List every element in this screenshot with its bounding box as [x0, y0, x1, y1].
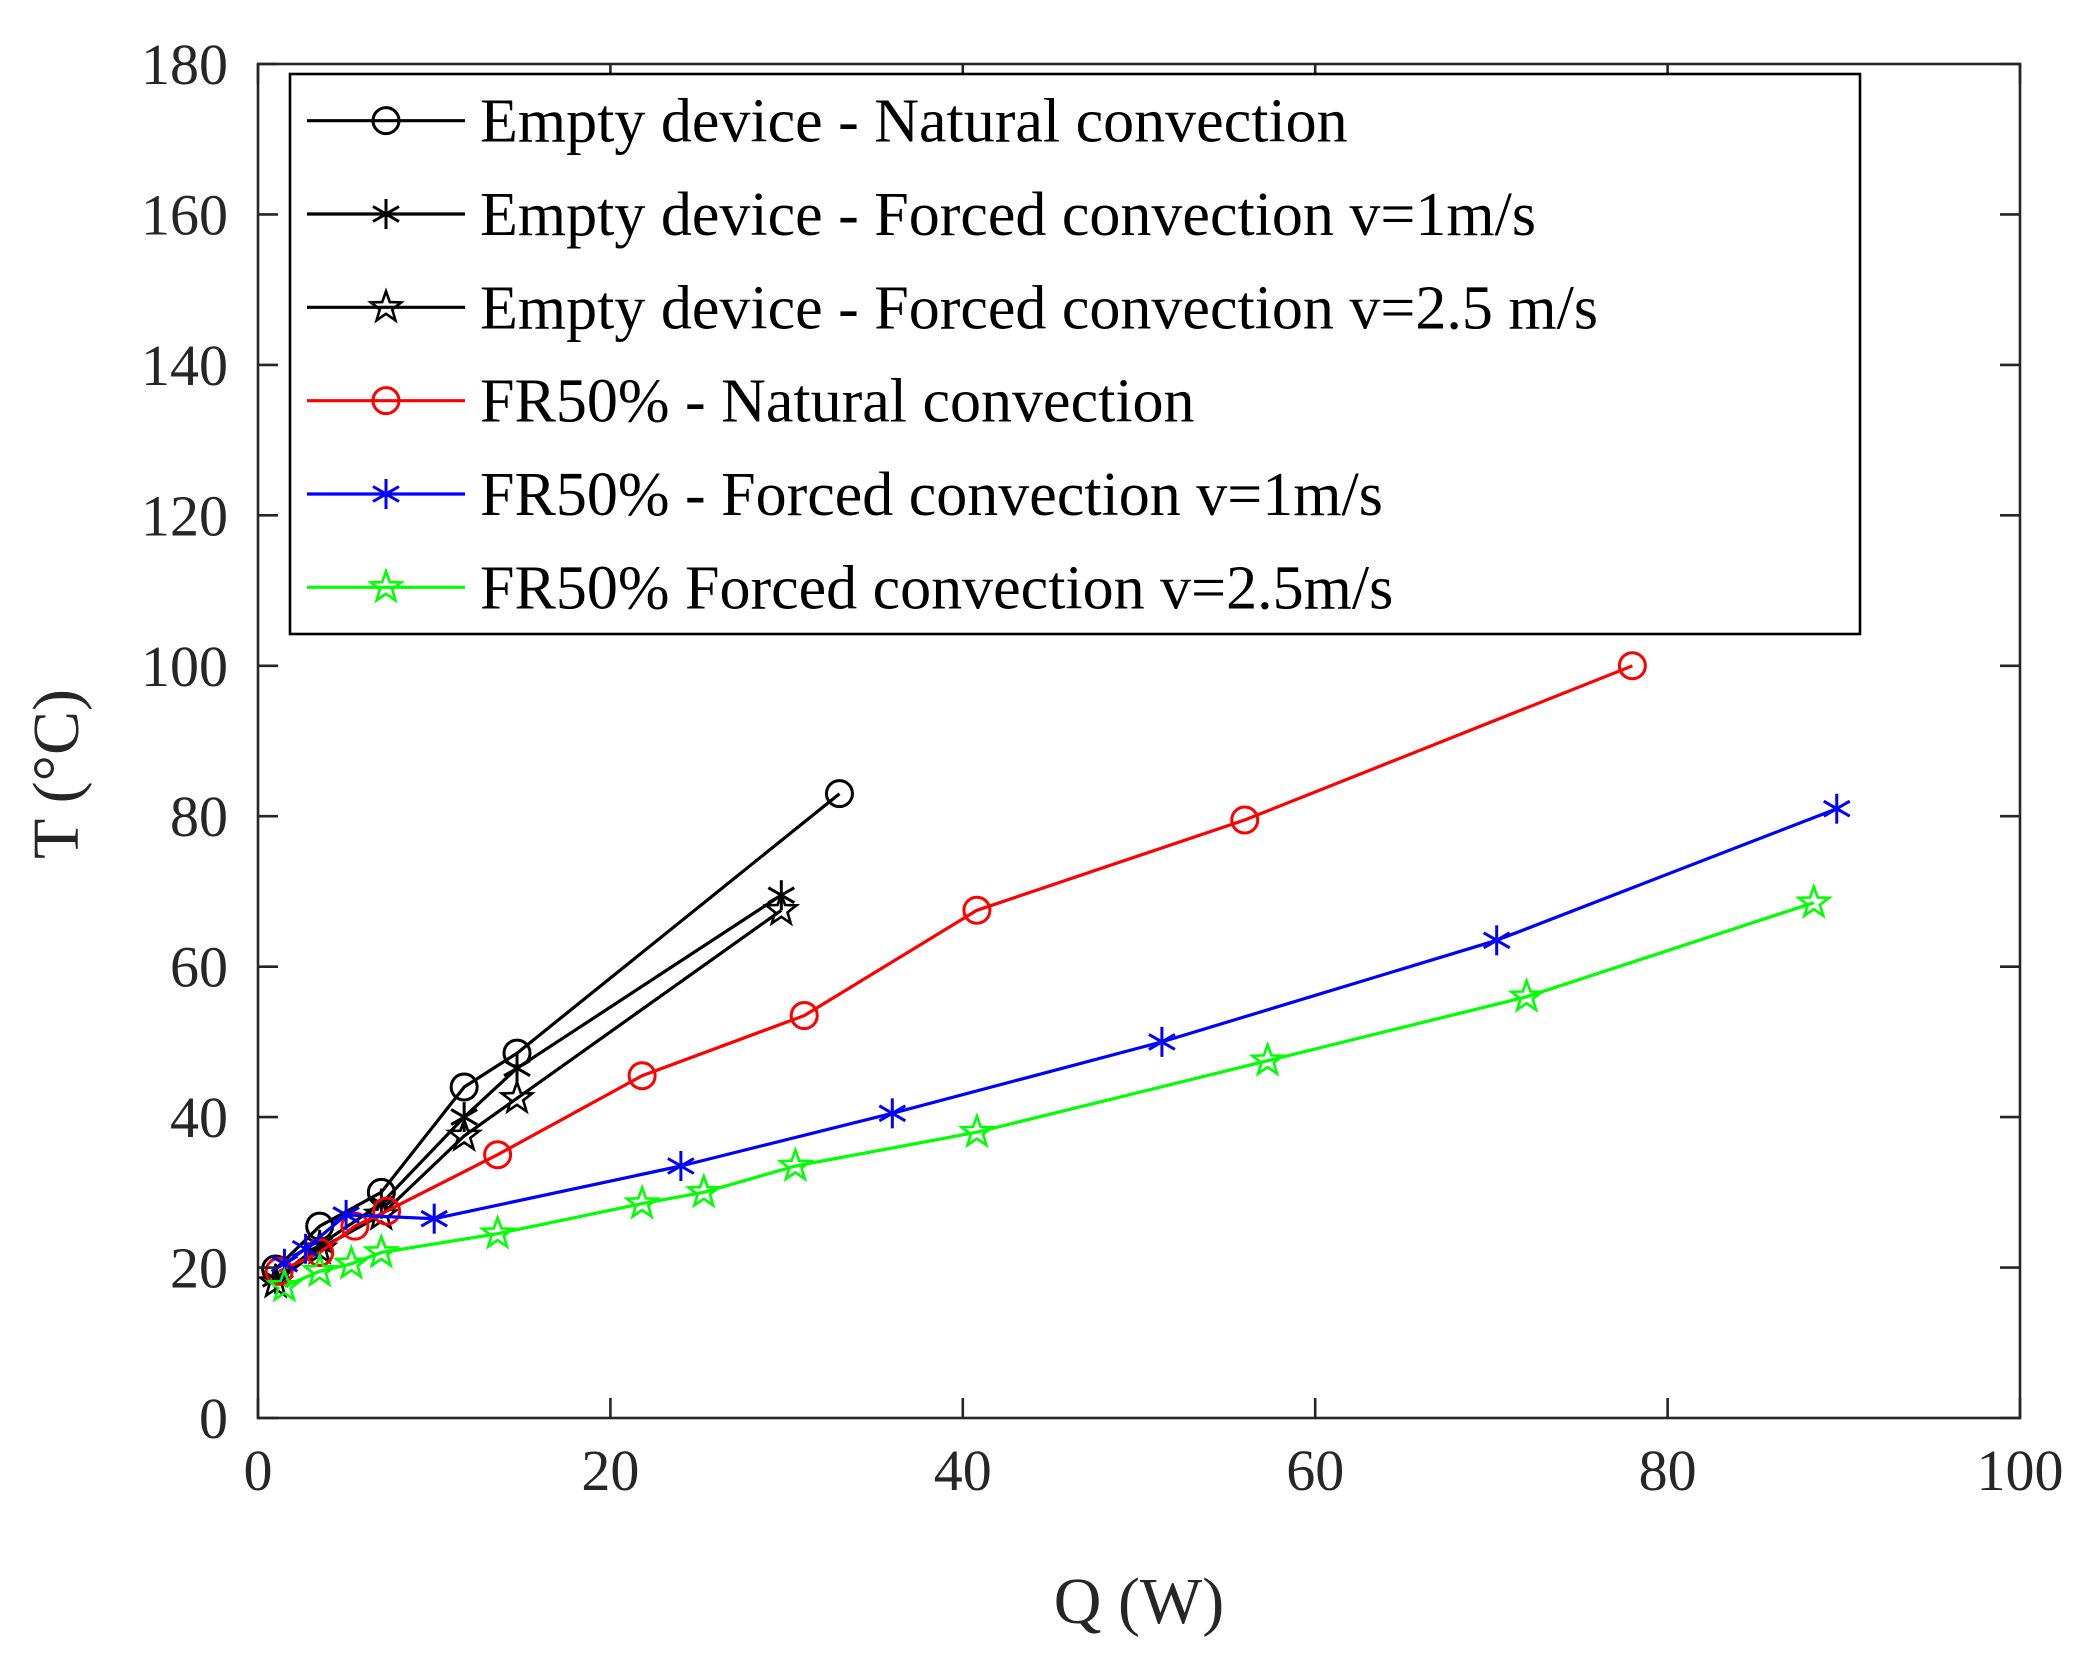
data-point-asterisk — [1482, 925, 1511, 956]
data-point-star — [1248, 1040, 1287, 1077]
data-point-asterisk — [667, 1151, 695, 1182]
series-4 — [264, 651, 1647, 1286]
y-tick-label: 120 — [141, 483, 228, 548]
legend-label: Empty device - Forced convection v=1m/s — [480, 181, 1536, 249]
data-point-circle — [483, 1140, 513, 1170]
series-6 — [265, 882, 1833, 1303]
data-point-star — [623, 1183, 662, 1220]
legend-marker-circle — [371, 386, 401, 416]
legend-marker-star — [367, 567, 405, 604]
legend-entry-4: FR50% - Natural convection — [307, 368, 1195, 436]
y-tick-label: 80 — [170, 784, 228, 849]
data-point-star — [958, 1112, 996, 1149]
series-5 — [270, 793, 1851, 1279]
axes-layer — [256, 62, 2022, 1420]
y-tick-label: 100 — [141, 634, 228, 699]
y-tick-label: 60 — [170, 935, 228, 1000]
y-axis-title: T (°C) — [20, 689, 93, 859]
x-tick-label: 60 — [1286, 1438, 1344, 1503]
data-point-circle — [789, 1001, 819, 1031]
data-point-star — [1507, 976, 1546, 1013]
data-point-star — [1794, 882, 1833, 919]
x-tick-label: 40 — [934, 1438, 992, 1503]
data-point-star — [776, 1146, 815, 1183]
data-point-asterisk — [503, 1053, 531, 1084]
y-tick-label: 160 — [141, 182, 228, 247]
legend-label: Empty device - Forced convection v=2.5 m… — [480, 274, 1598, 342]
y-tick-label: 40 — [170, 1085, 228, 1150]
y-tick-label: 20 — [170, 1236, 228, 1301]
x-tick-label: 0 — [244, 1438, 273, 1503]
legend-marker-asterisk — [372, 479, 400, 509]
data-point-circle — [1617, 651, 1647, 681]
data-point-star — [478, 1213, 517, 1250]
data-point-star — [265, 1266, 304, 1303]
series-line — [278, 664, 1633, 1273]
data-point-circle — [1230, 805, 1260, 835]
data-point-circle — [962, 895, 992, 925]
tick-label-layer: 0 20 40 60 80 100 0 20 40 60 80 100 120 140 160 180 — [141, 32, 2064, 1503]
legend-entry-1: Empty device - Natural convection — [307, 88, 1348, 156]
data-point-star — [762, 890, 801, 927]
data-point-circle — [824, 779, 854, 809]
legend-entry-2: Empty device - Forced convection v=1m/s — [307, 181, 1536, 249]
legend-label: FR50% Forced convection v=2.5m/s — [480, 554, 1393, 622]
x-axis-title: Q (W) — [1054, 1565, 1224, 1638]
y-tick-label: 180 — [141, 32, 228, 97]
data-point-star — [300, 1251, 339, 1288]
data-point-asterisk — [420, 1203, 448, 1234]
series-line — [274, 792, 841, 1271]
legend-marker-star — [367, 287, 405, 324]
data-point-star — [362, 1232, 401, 1269]
data-point-asterisk — [1148, 1026, 1176, 1057]
legend-entry-5: FR50% - Forced convection v=1m/s — [307, 461, 1383, 529]
legend-label: Empty device - Natural convection — [480, 88, 1348, 156]
data-point-asterisk — [878, 1098, 907, 1129]
data-point-star — [332, 1243, 371, 1280]
data-point-circle — [627, 1061, 657, 1091]
legend-marker-circle — [371, 106, 401, 136]
data-point-circle — [372, 1196, 402, 1226]
legend-box — [288, 72, 1862, 636]
data-point-star — [445, 1116, 484, 1153]
y-tick-label: 140 — [141, 333, 228, 398]
legend-label: FR50% - Forced convection v=1m/s — [480, 461, 1383, 529]
data-point-circle — [264, 1256, 294, 1286]
data-point-asterisk — [291, 1233, 320, 1264]
data-point-star — [498, 1078, 536, 1115]
plot-area-frame — [256, 62, 2022, 1420]
legend-entry-3: Empty device - Forced convection v=2.5 m… — [307, 274, 1598, 342]
legend: Empty device - Natural convection Empty d… — [288, 72, 1862, 636]
x-tick-label: 100 — [1977, 1438, 2064, 1503]
data-point-circle — [449, 1072, 479, 1102]
x-tick-label: 80 — [1639, 1438, 1697, 1503]
legend-marker-asterisk — [372, 199, 400, 229]
series-layer — [256, 651, 1851, 1303]
y-tick-label: 0 — [199, 1386, 228, 1451]
data-point-star — [684, 1172, 723, 1209]
legend-label: FR50% - Natural convection — [480, 368, 1195, 436]
legend-entry-6: FR50% Forced convection v=2.5m/s — [307, 554, 1393, 622]
x-tick-label: 20 — [581, 1438, 639, 1503]
data-point-circle — [340, 1211, 370, 1241]
data-point-asterisk — [332, 1199, 360, 1230]
data-point-asterisk — [1823, 793, 1851, 824]
